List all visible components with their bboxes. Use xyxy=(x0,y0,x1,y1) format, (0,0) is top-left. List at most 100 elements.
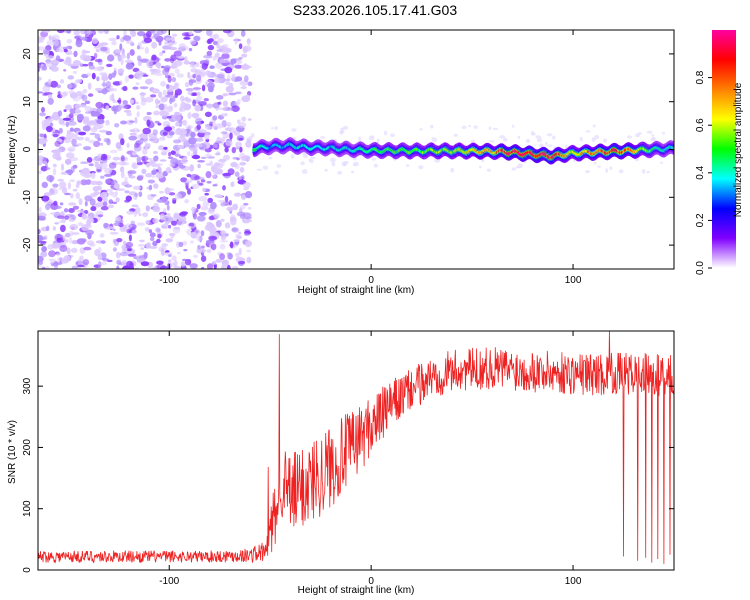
noise-blob xyxy=(159,213,165,221)
noise-blob xyxy=(72,205,79,210)
halo-blob xyxy=(646,171,650,174)
noise-blob xyxy=(152,129,158,136)
noise-blob xyxy=(239,205,246,210)
noise-blob xyxy=(102,197,108,202)
noise-blob xyxy=(232,203,239,211)
noise-blob xyxy=(162,50,166,54)
noise-blob xyxy=(181,32,190,37)
noise-blob xyxy=(217,38,224,44)
noise-blob xyxy=(200,206,209,211)
noise-blob xyxy=(40,236,48,240)
noise-blob xyxy=(68,208,75,213)
noise-blob xyxy=(116,265,120,269)
noise-blob xyxy=(77,209,83,213)
noise-blob xyxy=(125,59,133,64)
noise-blob xyxy=(246,38,251,43)
noise-blob xyxy=(168,224,172,229)
noise-blob xyxy=(140,99,147,106)
noise-blob xyxy=(47,116,55,122)
noise-blob xyxy=(247,81,253,87)
noise-blob xyxy=(183,156,188,160)
noise-blob xyxy=(136,105,141,110)
noise-blob xyxy=(187,112,192,119)
noise-blob xyxy=(184,199,190,204)
noise-blob xyxy=(160,96,168,103)
noise-blob xyxy=(120,57,124,66)
noise-blob xyxy=(193,235,197,239)
halo-blob xyxy=(594,135,599,140)
noise-blob xyxy=(239,146,243,153)
noise-blob xyxy=(151,41,158,49)
noise-blob xyxy=(117,99,122,103)
noise-blob xyxy=(203,98,209,102)
noise-blob xyxy=(112,156,121,161)
snr-ytick-label: 100 xyxy=(22,500,33,517)
noise-blob xyxy=(49,122,54,127)
noise-blob xyxy=(233,239,240,242)
noise-blob xyxy=(228,92,237,96)
noise-blob xyxy=(56,30,65,34)
noise-blob xyxy=(125,63,134,70)
noise-blob xyxy=(42,48,50,55)
noise-blob xyxy=(63,255,71,262)
noise-blob xyxy=(45,55,55,60)
noise-blob xyxy=(182,240,188,246)
noise-blob xyxy=(210,201,217,210)
noise-blob xyxy=(151,175,156,178)
noise-blob xyxy=(121,259,127,266)
noise-blob xyxy=(70,247,78,253)
noise-blob xyxy=(246,219,253,222)
halo-blob xyxy=(503,137,508,142)
spectrogram-plot-area xyxy=(38,30,674,269)
noise-blob xyxy=(101,258,110,261)
noise-blob xyxy=(173,139,181,144)
noise-blob xyxy=(96,118,105,125)
snr-ylabel: SNR (10 * v/v) xyxy=(7,420,18,484)
noise-blob xyxy=(188,31,193,36)
noise-blob xyxy=(139,92,146,96)
noise-blob xyxy=(59,79,65,84)
noise-blob xyxy=(223,30,232,34)
noise-blob xyxy=(222,199,226,206)
noise-blob xyxy=(61,163,64,171)
noise-blob xyxy=(90,206,97,212)
noise-blob xyxy=(108,37,118,42)
noise-blob xyxy=(168,259,172,263)
noise-blob xyxy=(128,74,134,79)
noise-blob xyxy=(68,218,75,222)
noise-blob xyxy=(118,161,127,166)
noise-blob xyxy=(59,245,68,252)
noise-blob xyxy=(203,54,213,59)
noise-blob xyxy=(62,117,71,121)
noise-blob xyxy=(74,103,81,109)
noise-blob xyxy=(210,243,217,251)
noise-blob xyxy=(198,248,207,253)
noise-blob xyxy=(205,163,214,166)
noise-blob xyxy=(172,114,182,122)
halo-blob xyxy=(609,166,613,171)
noise-blob xyxy=(175,193,182,200)
noise-blob xyxy=(166,84,170,89)
noise-blob xyxy=(180,211,188,215)
snr-xtick-label: 100 xyxy=(565,576,582,587)
noise-blob xyxy=(188,47,193,52)
noise-blob xyxy=(97,30,105,34)
snr-ytick-label: 0 xyxy=(22,567,33,573)
halo-blob xyxy=(650,138,656,142)
noise-blob xyxy=(174,68,180,74)
noise-blob xyxy=(161,223,170,229)
noise-blob xyxy=(71,138,77,146)
noise-blob xyxy=(188,137,197,145)
noise-blob xyxy=(162,89,167,96)
noise-blob xyxy=(149,232,156,238)
noise-blob xyxy=(105,120,110,126)
noise-blob xyxy=(108,73,113,80)
noise-blob xyxy=(54,266,58,269)
noise-blob xyxy=(97,253,103,261)
noise-blob xyxy=(146,119,151,127)
noise-blob xyxy=(206,50,213,57)
noise-blob xyxy=(153,183,159,189)
noise-blob xyxy=(38,64,41,69)
noise-blob xyxy=(70,193,74,199)
noise-blob xyxy=(41,65,48,71)
